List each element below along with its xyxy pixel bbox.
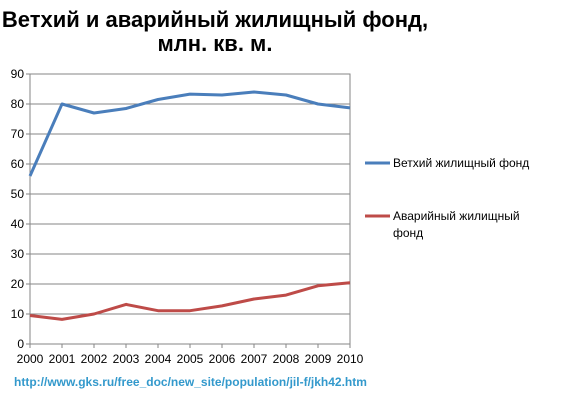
y-axis-ticks: 0 10 20 30 40 50 60 70 80 90 [11, 67, 30, 351]
legend-label-old-housing: Ветхий жилищный фонд [393, 156, 529, 170]
y-tick-label: 70 [11, 127, 25, 141]
legend-label-emergency-housing-line-2: фонд [393, 226, 423, 240]
plot-area [29, 73, 351, 345]
x-tick-label: 2000 [17, 352, 44, 366]
x-tick-label: 2005 [177, 352, 204, 366]
y-tick-label: 40 [11, 217, 25, 231]
y-tick-label: 60 [11, 157, 25, 171]
chart-title-line-1: Ветхий и аварийный жилищный фонд, [1, 7, 429, 32]
x-tick-label: 2003 [113, 352, 140, 366]
y-tick-label: 20 [11, 277, 25, 291]
x-axis-ticks: 2000 2001 2002 2003 2004 2005 2006 2007 2008 2009… [17, 344, 364, 366]
x-tick-label: 2004 [145, 352, 172, 366]
y-tick-label: 0 [17, 337, 24, 351]
source-link[interactable]: http://www.gks.ru/free_doc/new_site/popu… [14, 375, 367, 389]
chart-title-line-2: млн. кв. м. [157, 31, 273, 56]
chart-title: Ветхий и аварийный жилищный фонд, млн. к… [0, 8, 430, 56]
series-lines [28, 90, 351, 321]
x-tick-label: 2006 [209, 352, 236, 366]
x-tick-label: 2010 [337, 352, 364, 366]
legend: Ветхий жилищный фонд Аварийный жилищный … [365, 156, 529, 240]
x-tick-label: 2001 [49, 352, 76, 366]
y-tick-label: 50 [11, 187, 25, 201]
x-tick-label: 2009 [305, 352, 332, 366]
y-tick-label: 30 [11, 247, 25, 261]
legend-label-emergency-housing-line-1: Аварийный жилищный [393, 209, 520, 223]
y-tick-label: 10 [11, 307, 25, 321]
y-tick-label: 80 [11, 97, 25, 111]
gridlines [30, 103, 350, 315]
x-tick-label: 2002 [81, 352, 108, 366]
x-tick-label: 2007 [241, 352, 268, 366]
y-tick-label: 90 [11, 67, 25, 81]
x-tick-label: 2008 [273, 352, 300, 366]
